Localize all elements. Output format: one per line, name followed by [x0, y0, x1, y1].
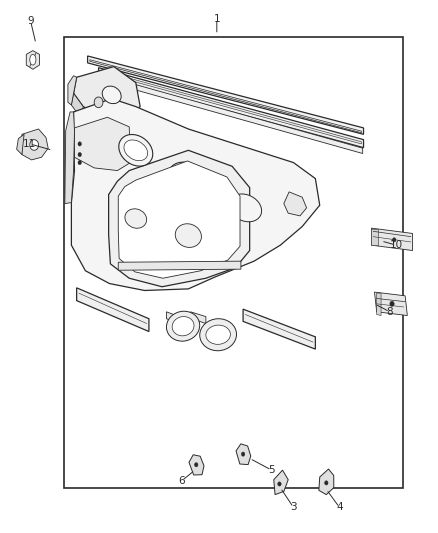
- Ellipse shape: [325, 481, 328, 485]
- Ellipse shape: [30, 140, 39, 150]
- Polygon shape: [71, 93, 83, 118]
- Ellipse shape: [78, 142, 81, 146]
- Polygon shape: [374, 292, 407, 316]
- Ellipse shape: [102, 86, 121, 103]
- Polygon shape: [74, 117, 131, 171]
- Text: 10: 10: [390, 240, 403, 250]
- Polygon shape: [99, 68, 364, 148]
- Ellipse shape: [229, 194, 261, 222]
- Text: 8: 8: [386, 307, 393, 317]
- Polygon shape: [17, 134, 24, 155]
- Ellipse shape: [166, 311, 200, 341]
- Text: 11: 11: [23, 139, 36, 149]
- Polygon shape: [77, 288, 149, 332]
- Text: 1: 1: [213, 14, 220, 23]
- Polygon shape: [377, 293, 381, 316]
- Ellipse shape: [30, 54, 36, 65]
- Ellipse shape: [278, 482, 281, 486]
- Polygon shape: [166, 312, 180, 324]
- Polygon shape: [109, 150, 250, 287]
- Polygon shape: [371, 228, 413, 251]
- Ellipse shape: [174, 168, 203, 192]
- Ellipse shape: [94, 97, 103, 108]
- Polygon shape: [189, 455, 204, 475]
- Ellipse shape: [168, 162, 209, 198]
- Polygon shape: [243, 309, 315, 349]
- Text: 6: 6: [178, 476, 185, 486]
- Ellipse shape: [390, 301, 394, 306]
- Polygon shape: [88, 56, 364, 134]
- Ellipse shape: [78, 160, 81, 165]
- Ellipse shape: [172, 317, 194, 336]
- Polygon shape: [110, 77, 363, 154]
- Ellipse shape: [124, 140, 148, 160]
- Text: 4: 4: [336, 503, 343, 512]
- Polygon shape: [319, 469, 334, 495]
- Text: 9: 9: [27, 17, 34, 26]
- Ellipse shape: [200, 319, 237, 351]
- Polygon shape: [65, 112, 74, 204]
- Polygon shape: [68, 76, 77, 105]
- Ellipse shape: [175, 224, 201, 247]
- Polygon shape: [26, 51, 39, 69]
- Polygon shape: [74, 67, 140, 120]
- Ellipse shape: [125, 209, 147, 228]
- Polygon shape: [22, 129, 48, 160]
- Ellipse shape: [206, 325, 230, 344]
- Polygon shape: [284, 192, 307, 216]
- Ellipse shape: [78, 152, 81, 157]
- Ellipse shape: [119, 134, 153, 166]
- Polygon shape: [191, 312, 206, 324]
- Ellipse shape: [241, 452, 245, 456]
- Bar: [64, 37, 403, 488]
- Text: 3: 3: [290, 503, 297, 512]
- Ellipse shape: [392, 238, 396, 242]
- Polygon shape: [101, 70, 361, 144]
- Text: 5: 5: [268, 465, 275, 475]
- Polygon shape: [118, 261, 241, 270]
- Polygon shape: [71, 99, 320, 290]
- Polygon shape: [274, 470, 288, 495]
- Polygon shape: [118, 161, 240, 278]
- Polygon shape: [236, 444, 251, 465]
- Polygon shape: [371, 229, 378, 245]
- Polygon shape: [90, 60, 361, 133]
- Ellipse shape: [194, 463, 198, 467]
